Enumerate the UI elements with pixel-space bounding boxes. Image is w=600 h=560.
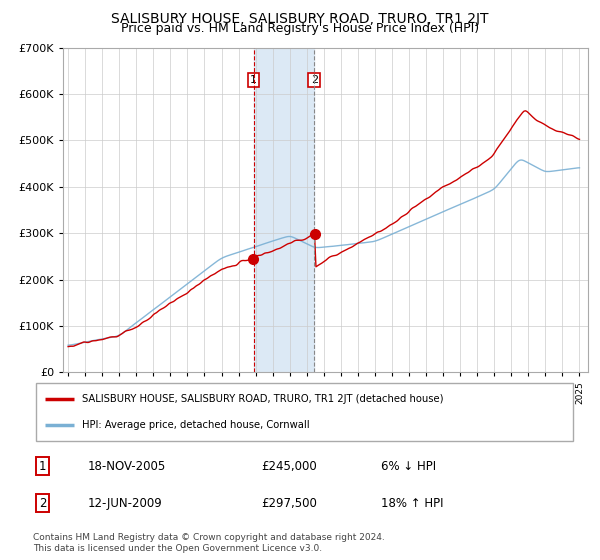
Text: Contains HM Land Registry data © Crown copyright and database right 2024.
This d: Contains HM Land Registry data © Crown c…	[33, 533, 385, 553]
Text: 2: 2	[39, 497, 47, 510]
Text: SALISBURY HOUSE, SALISBURY ROAD, TRURO, TR1 2JT: SALISBURY HOUSE, SALISBURY ROAD, TRURO, …	[111, 12, 489, 26]
Text: £245,000: £245,000	[261, 460, 317, 473]
Bar	[254, 48, 314, 372]
Text: 18% ↑ HPI: 18% ↑ HPI	[380, 497, 443, 510]
Text: 1: 1	[250, 75, 257, 85]
Text: HPI: Average price, detached house, Cornwall: HPI: Average price, detached house, Corn…	[82, 421, 310, 431]
Text: 2: 2	[311, 75, 318, 85]
Text: 1: 1	[39, 460, 47, 473]
Text: 12-JUN-2009: 12-JUN-2009	[88, 497, 162, 510]
Text: 18-NOV-2005: 18-NOV-2005	[88, 460, 166, 473]
FancyBboxPatch shape	[36, 383, 573, 441]
Text: £297,500: £297,500	[261, 497, 317, 510]
Text: Price paid vs. HM Land Registry's House Price Index (HPI): Price paid vs. HM Land Registry's House …	[121, 22, 479, 35]
Text: 6% ↓ HPI: 6% ↓ HPI	[380, 460, 436, 473]
Text: SALISBURY HOUSE, SALISBURY ROAD, TRURO, TR1 2JT (detached house): SALISBURY HOUSE, SALISBURY ROAD, TRURO, …	[82, 394, 443, 404]
